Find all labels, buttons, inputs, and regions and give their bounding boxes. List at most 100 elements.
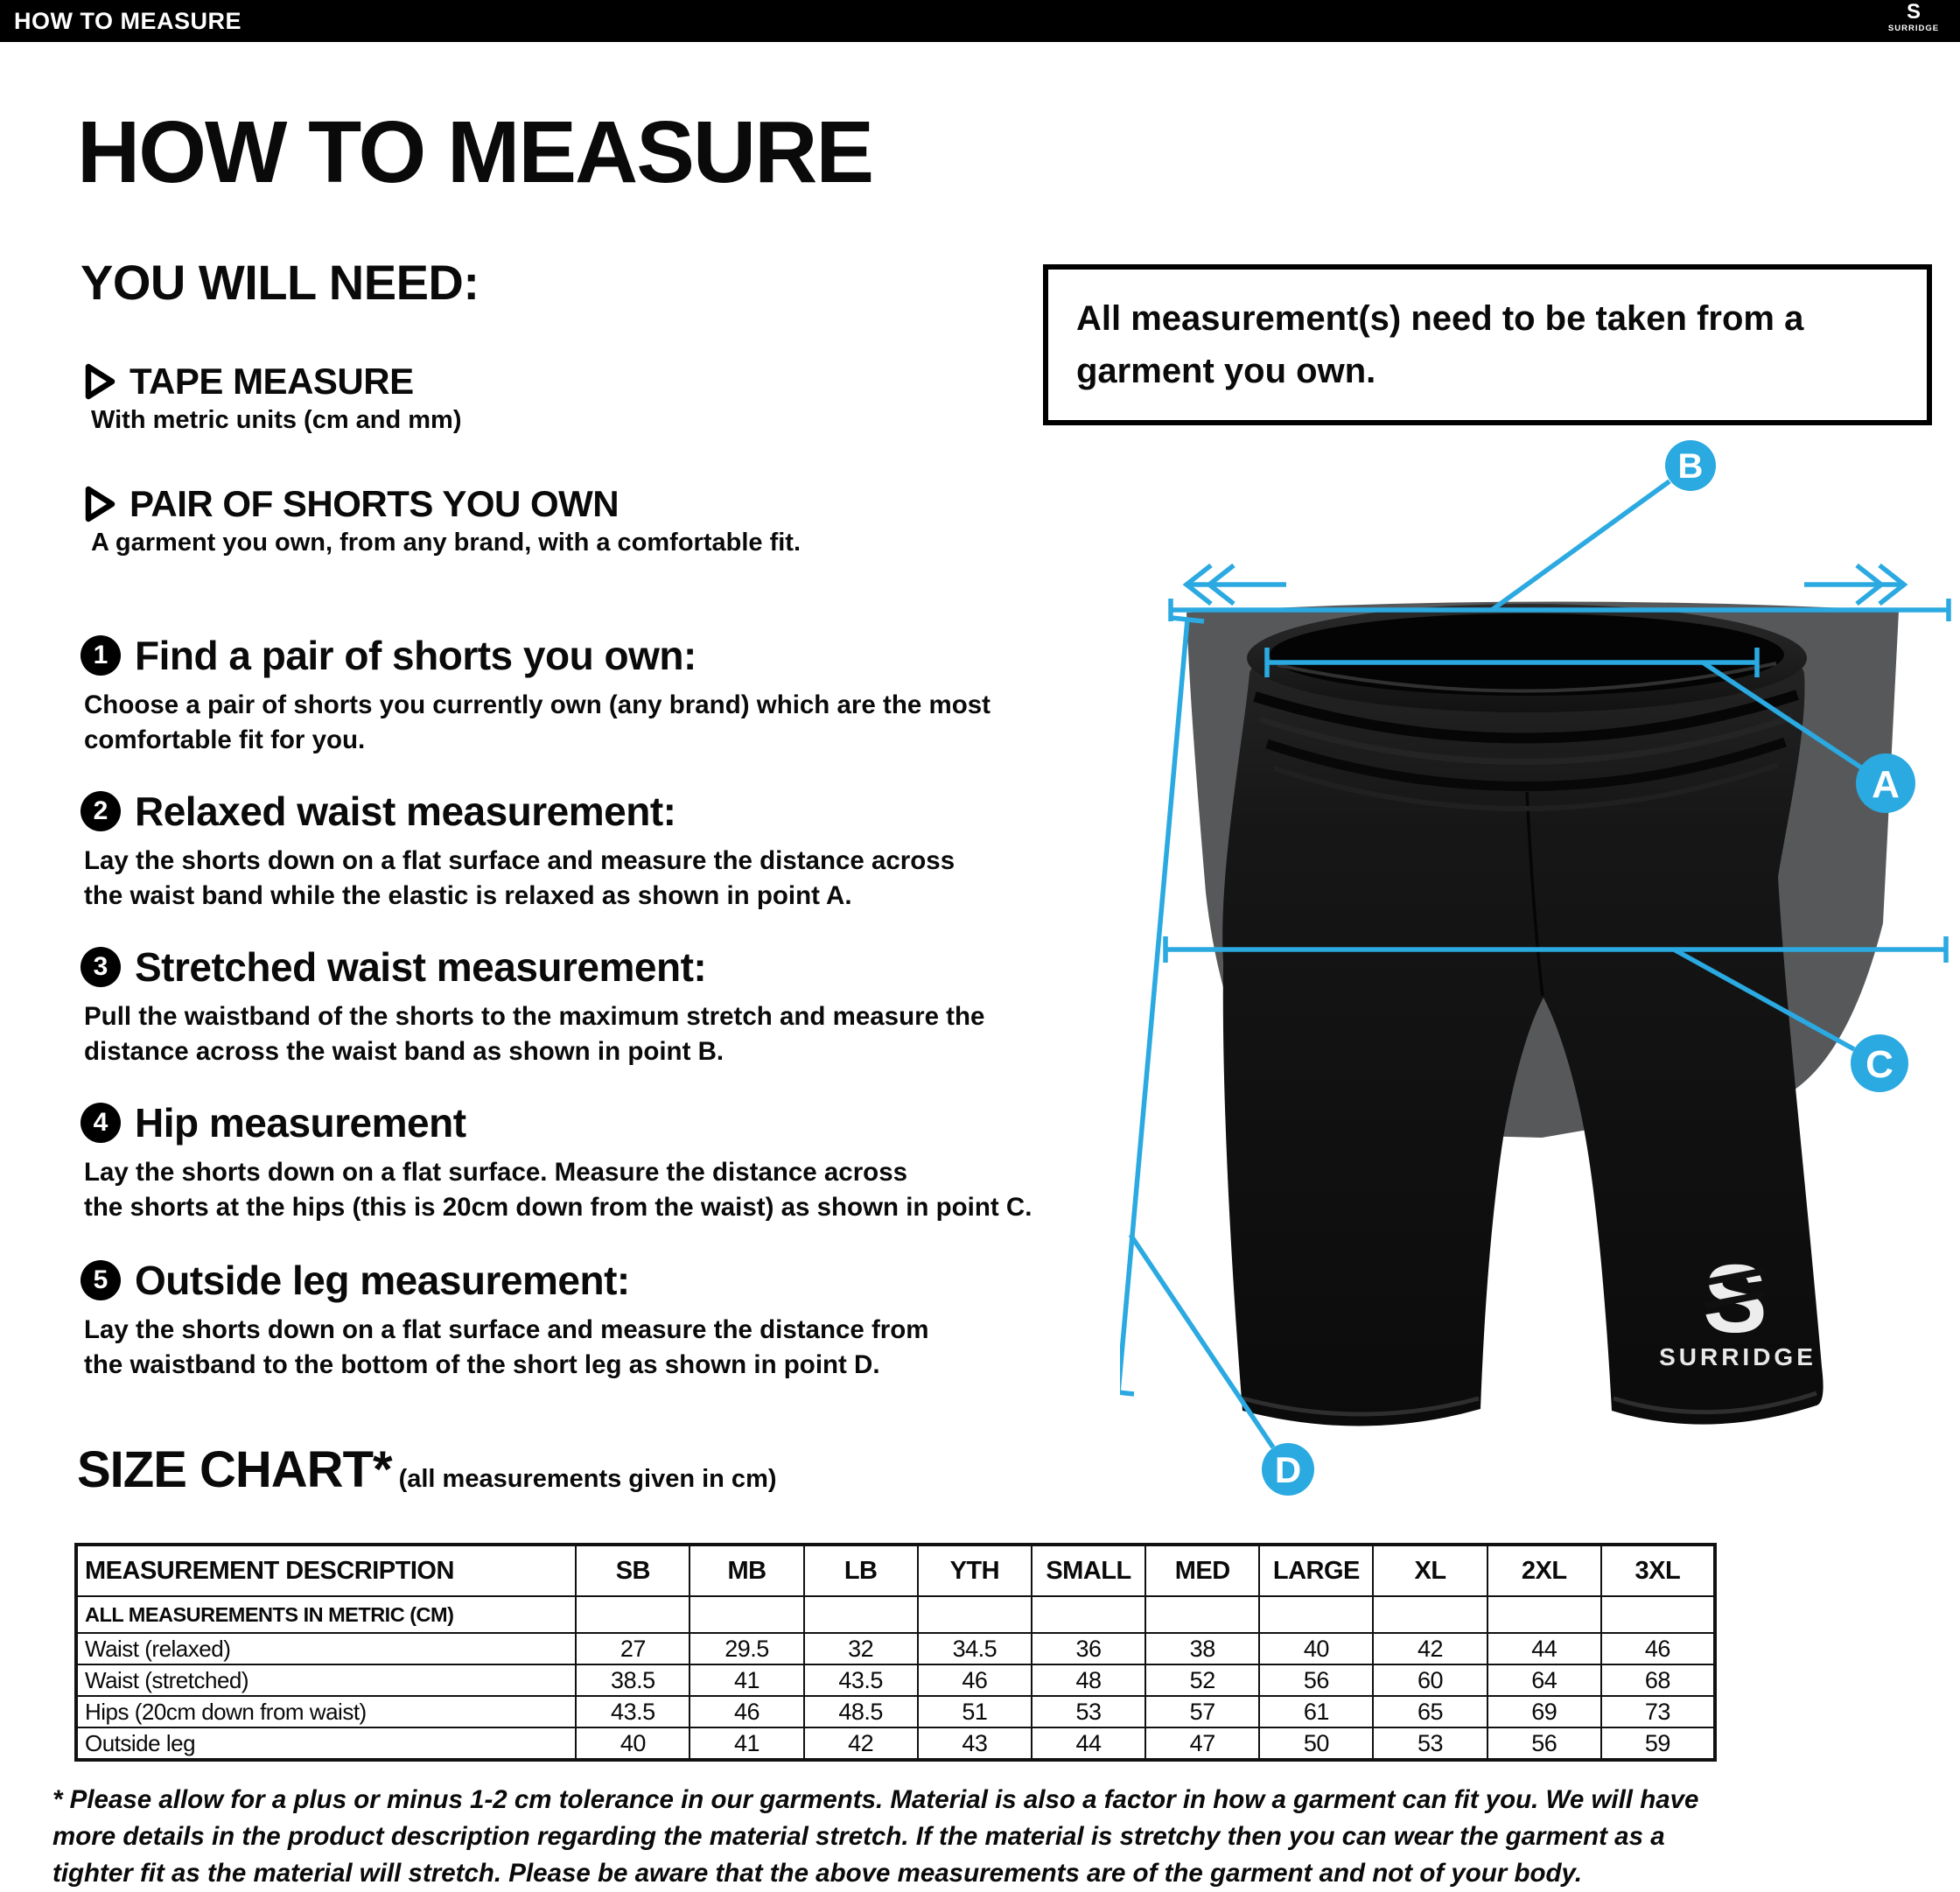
size-chart-title: SIZE CHART* (77, 1441, 393, 1498)
measurement-note-box: All measurement(s) need to be taken from… (1043, 264, 1932, 425)
table-row: Waist (stretched) 38.5 41 43.5 46 48 52 56 60 64 6… (74, 1664, 1717, 1697)
value-cell: 46 (689, 1695, 805, 1728)
measurement-lines (1120, 479, 1951, 1449)
value-cell: 47 (1144, 1727, 1261, 1761)
waistband-opening (1270, 613, 1784, 696)
step-number-badge: 2 (80, 791, 121, 831)
metric-note-cell: ALL MEASUREMENTS IN METRIC (CM) (74, 1595, 578, 1634)
size-chart-table: MEASUREMENT DESCRIPTION SB MB LB YTH SMALL MED… (74, 1543, 1717, 1762)
value-cell: 68 (1600, 1664, 1717, 1697)
value-cell: 60 (1372, 1664, 1488, 1697)
value-cell: 56 (1258, 1664, 1375, 1697)
value-cell: 32 (802, 1632, 919, 1665)
table-row: Outside leg 40 41 42 43 44 47 50 53 56 59 (74, 1727, 1717, 1761)
logo-cut-2 (1706, 1267, 1767, 1286)
step-description: Lay the shorts down on a flat surface an… (84, 1315, 929, 1379)
empty-cell (1372, 1595, 1488, 1634)
column-header: XL (1372, 1544, 1488, 1597)
column-header: YTH (916, 1544, 1032, 1597)
marker-a-label: A (1872, 763, 1900, 806)
value-cell: 56 (1486, 1727, 1602, 1761)
step-number-badge: 1 (80, 635, 121, 676)
left-hem-seam (1242, 1396, 1480, 1417)
value-cell: 52 (1144, 1664, 1261, 1697)
leg-surridge-logo: S SURRIDGE (1659, 1245, 1816, 1370)
value-cell: 42 (1372, 1632, 1488, 1665)
value-cell: 43.5 (802, 1664, 919, 1697)
right-hem-seam (1613, 1391, 1817, 1415)
empty-cell (689, 1595, 805, 1634)
column-header: LARGE (1258, 1544, 1375, 1597)
leader-c (1672, 947, 1856, 1052)
step-title: Outside leg measurement: (135, 1258, 630, 1303)
need-item-desc: With metric units (cm and mm) (91, 406, 462, 434)
step-title: Relaxed waist measurement: (135, 788, 676, 834)
value-cell: 41 (689, 1664, 805, 1697)
step-number-badge: 5 (80, 1260, 121, 1300)
step-3: 3 Stretched waist measurement: Pull the … (80, 943, 1113, 1069)
column-header: SB (575, 1544, 691, 1597)
step-description: Lay the shorts down on a flat surface an… (84, 846, 956, 910)
step-description: Choose a pair of shorts you currently ow… (84, 690, 990, 754)
value-cell: 41 (689, 1727, 805, 1761)
step-2: 2 Relaxed waist measurement: Lay the sho… (80, 788, 1113, 913)
tolerance-footnote: * Please allow for a plus or minus 1-2 c… (52, 1785, 1699, 1888)
metric-note-row: ALL MEASUREMENTS IN METRIC (CM) (74, 1595, 1717, 1634)
waistband-inner-edge (1277, 662, 1777, 693)
step-1: 1 Find a pair of shorts you own: Choose … (80, 632, 1113, 757)
marker-a-circle (1856, 753, 1915, 813)
value-cell: 40 (575, 1727, 691, 1761)
empty-cell (1030, 1595, 1147, 1634)
value-cell: 61 (1258, 1695, 1375, 1728)
empty-cell (1600, 1595, 1717, 1634)
step-title: Find a pair of shorts you own: (135, 633, 696, 678)
marker-b-label: B (1678, 447, 1704, 486)
value-cell: 46 (1600, 1632, 1717, 1665)
column-header: MEASUREMENT DESCRIPTION (74, 1544, 578, 1597)
need-item-label: PAIR OF SHORTS YOU OWN (130, 483, 620, 524)
top-bar: HOW TO MEASURE S SURRIDGE (0, 0, 1960, 42)
marker-d-circle (1262, 1443, 1314, 1496)
value-cell: 38 (1144, 1632, 1261, 1665)
value-cell: 69 (1486, 1695, 1602, 1728)
value-cell: 38.5 (575, 1664, 691, 1697)
row-label: Hips (20cm down from waist) (74, 1695, 578, 1728)
shorts-measurement-diagram: S SURRIDGE B A C D (1120, 440, 1951, 1496)
column-header: SMALL (1030, 1544, 1147, 1597)
leg-logo-wordmark: SURRIDGE (1659, 1343, 1816, 1370)
value-cell: 59 (1600, 1727, 1717, 1761)
play-triangle-icon (85, 486, 116, 522)
you-will-need-heading: YOU WILL NEED: (80, 255, 480, 310)
column-header: MED (1144, 1544, 1261, 1597)
empty-cell (575, 1595, 691, 1634)
surridge-logo: S SURRIDGE (1874, 1, 1953, 34)
value-cell: 36 (1030, 1632, 1147, 1665)
empty-cell (916, 1595, 1032, 1634)
point-markers: B A C D (1262, 440, 1915, 1496)
row-label: Waist (relaxed) (74, 1632, 578, 1665)
value-cell: 42 (802, 1727, 919, 1761)
leader-a (1701, 660, 1863, 770)
front-seam (1525, 791, 1544, 997)
value-cell: 53 (1372, 1727, 1488, 1761)
value-cell: 27 (575, 1632, 691, 1665)
measure-line-b (1168, 599, 1951, 621)
empty-cell (802, 1595, 919, 1634)
leader-b (1490, 479, 1671, 613)
step-description: Lay the shorts down on a flat surface. M… (84, 1158, 1032, 1222)
column-header: 2XL (1486, 1544, 1602, 1597)
column-header: 3XL (1600, 1544, 1717, 1597)
measure-line-c (1163, 936, 1949, 963)
value-cell: 40 (1258, 1632, 1375, 1665)
value-cell: 44 (1486, 1632, 1602, 1665)
value-cell: 43.5 (575, 1695, 691, 1728)
leader-d (1128, 1233, 1276, 1449)
header-row: MEASUREMENT DESCRIPTION SB MB LB YTH SMALL MED… (74, 1544, 1717, 1597)
shorts-body (1222, 632, 1824, 1426)
value-cell: 29.5 (689, 1632, 805, 1665)
value-cell: 57 (1144, 1695, 1261, 1728)
value-cell: 53 (1030, 1695, 1147, 1728)
size-chart-subtitle: (all measurements given in cm) (398, 1465, 777, 1493)
page-title: HOW TO MEASURE (77, 103, 874, 201)
step-number-badge: 4 (80, 1103, 121, 1143)
